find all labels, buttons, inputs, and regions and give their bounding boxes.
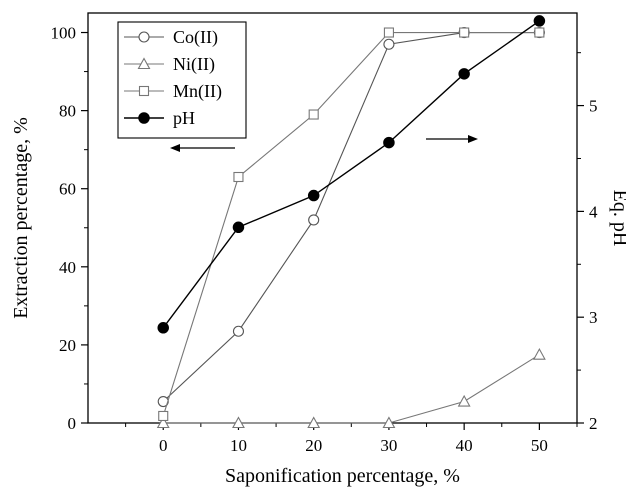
data-point bbox=[138, 85, 150, 97]
data-point bbox=[157, 322, 169, 334]
y-tick-label: 80 bbox=[59, 102, 76, 121]
series-mn-ii bbox=[158, 27, 545, 422]
data-point bbox=[232, 325, 245, 337]
data-point bbox=[458, 68, 470, 80]
x-tick-label: 20 bbox=[305, 436, 322, 455]
legend-label: Mn(II) bbox=[173, 81, 222, 102]
y-axis-title: Extraction percentage, % bbox=[10, 117, 32, 319]
y2-axis-title: Eq. pH bbox=[609, 190, 626, 247]
data-point bbox=[457, 394, 471, 407]
data-point bbox=[138, 112, 150, 124]
data-point bbox=[137, 57, 151, 70]
x-tick-label: 40 bbox=[456, 436, 473, 455]
legend-label: Co(II) bbox=[173, 27, 218, 48]
legend-item: Co(II) bbox=[124, 27, 218, 48]
data-point bbox=[534, 27, 545, 38]
y-tick-label: 20 bbox=[59, 336, 76, 355]
x-tick-label: 50 bbox=[531, 436, 548, 455]
series-line bbox=[162, 31, 540, 417]
x-tick-label: 30 bbox=[380, 436, 397, 455]
data-point bbox=[382, 416, 396, 429]
left-arrow-head bbox=[170, 144, 180, 152]
y2-tick-label: 3 bbox=[589, 308, 598, 327]
data-point bbox=[232, 416, 245, 429]
legend-label: pH bbox=[173, 108, 195, 128]
series-ph bbox=[157, 15, 546, 334]
legend-label: Ni(II) bbox=[173, 54, 215, 75]
series-layer bbox=[156, 15, 546, 429]
y2-tick-label: 4 bbox=[589, 202, 598, 221]
legend-item: Ni(II) bbox=[124, 54, 215, 75]
x-tick-label: 10 bbox=[230, 436, 247, 455]
y2-tick-label: 5 bbox=[589, 97, 598, 116]
data-point bbox=[308, 109, 319, 120]
data-point bbox=[158, 410, 169, 422]
data-point bbox=[533, 15, 546, 27]
y-tick-label: 40 bbox=[59, 258, 76, 277]
x-tick-label: 0 bbox=[159, 436, 168, 455]
series-line bbox=[162, 20, 540, 329]
y2-tick-label: 2 bbox=[589, 414, 598, 433]
y-tick-label: 100 bbox=[51, 24, 77, 43]
data-point bbox=[156, 416, 170, 429]
data-point bbox=[383, 27, 394, 38]
legend-item: pH bbox=[124, 108, 195, 128]
legend: Co(II) Ni(II) Mn(II) pH bbox=[117, 21, 247, 139]
data-point bbox=[459, 27, 470, 38]
data-point bbox=[308, 214, 320, 226]
axis-arrows bbox=[170, 135, 478, 152]
y-tick-label: 60 bbox=[59, 180, 76, 199]
x-axis-title: Saponification percentage, % bbox=[225, 465, 460, 487]
data-point bbox=[232, 221, 245, 234]
data-point bbox=[307, 189, 320, 202]
data-point bbox=[233, 171, 244, 183]
data-point bbox=[532, 348, 546, 360]
y-tick-label: 0 bbox=[68, 414, 77, 433]
series-ni-ii bbox=[156, 348, 546, 429]
data-point bbox=[307, 416, 321, 429]
data-point bbox=[138, 31, 150, 43]
series-line bbox=[163, 354, 540, 424]
ticks: 0 10 20 30 40 50 0 20 40 60 80 100 2 3 4 5 bbox=[51, 24, 599, 455]
data-point bbox=[383, 38, 395, 50]
legend-item: Mn(II) bbox=[124, 81, 222, 102]
right-arrow-head bbox=[468, 135, 478, 143]
data-point bbox=[383, 136, 395, 149]
